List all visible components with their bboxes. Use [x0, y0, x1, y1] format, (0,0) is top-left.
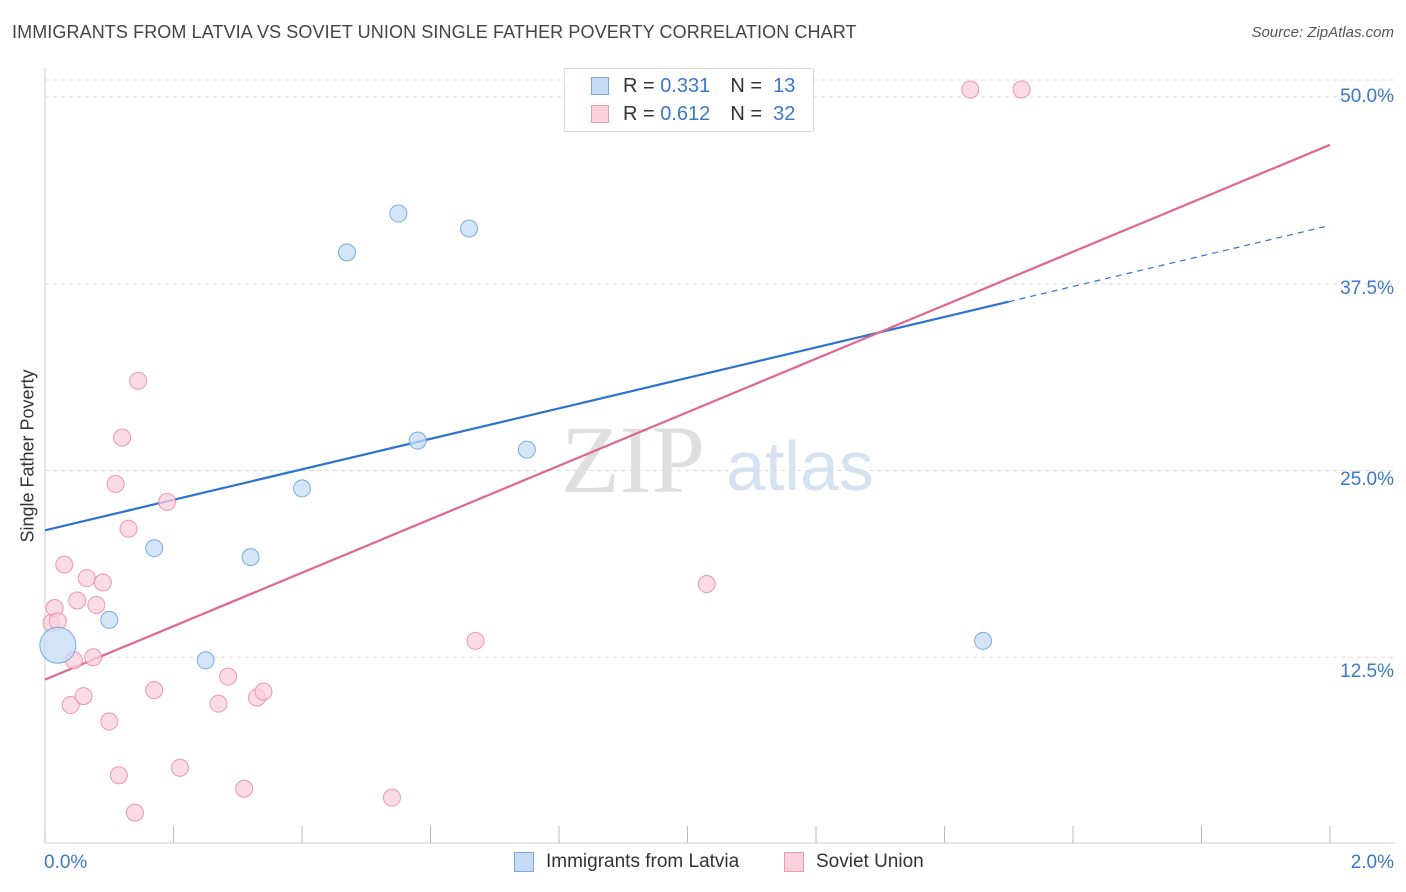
r-value: 0.612: [660, 102, 711, 125]
latvia-point-8: [408, 431, 427, 450]
latvia-point-3: [196, 651, 215, 670]
y-tick-label-12-5: 12.5%: [1340, 661, 1394, 682]
soviet-point-28: [466, 631, 485, 650]
soviet-point-22: [209, 694, 228, 713]
soviet-point-3: [55, 555, 74, 574]
soviet-point-11: [93, 573, 112, 592]
r-value: 0.331: [660, 74, 711, 97]
soviet-point-12: [100, 712, 119, 731]
soviet-point-7: [74, 687, 93, 706]
stats-row-soviet: R = 0.612 N = 32: [565, 100, 795, 128]
soviet-point-6: [68, 591, 87, 610]
x-tick-label-max: 2.0%: [1350, 852, 1394, 873]
legend-item-latvia: Immigrants from Latvia: [514, 851, 739, 873]
watermark: ZIP atlas: [561, 406, 874, 513]
y-axis-label: Single Father Poverty: [17, 369, 38, 543]
soviet-point-24: [235, 779, 254, 798]
soviet-point-20: [158, 492, 177, 511]
n-label: N =: [730, 102, 762, 125]
latvia-point-2: [145, 539, 164, 558]
latvia-point-0: [39, 626, 77, 664]
soviet-swatch: [591, 105, 609, 123]
n-value: 13: [773, 74, 796, 97]
latvia-point-9: [460, 219, 479, 238]
soviet-point-26: [254, 682, 273, 701]
trend-line-soviet: [44, 143, 1331, 681]
y-tick-label-50: 50.0%: [1340, 86, 1394, 107]
trend-line-latvia-extension: [1008, 224, 1331, 303]
r-label: R =: [623, 74, 655, 97]
latvia-legend-swatch: [514, 852, 534, 872]
stats-row-latvia: R = 0.331 N = 13: [565, 72, 795, 100]
latvia-point-7: [389, 204, 408, 223]
soviet-point-31: [1012, 80, 1031, 99]
grid-lines: [45, 79, 1395, 658]
latvia-point-11: [974, 631, 993, 650]
watermark-atlas: atlas: [726, 427, 874, 505]
latvia-swatch: [591, 77, 609, 95]
source-label: Source: ZipAtlas.com: [1251, 24, 1394, 41]
latvia-point-10: [517, 440, 536, 459]
stats-legend: R = 0.331 N = 13 R = 0.612 N = 32: [564, 68, 814, 132]
soviet-point-13: [106, 474, 125, 493]
latvia-point-6: [337, 243, 356, 262]
soviet-point-4: [61, 696, 80, 715]
n-label: N =: [730, 74, 762, 97]
soviet-point-19: [145, 681, 164, 700]
soviet-point-18: [129, 371, 148, 390]
soviet-point-30: [961, 80, 980, 99]
latvia-point-5: [293, 479, 311, 498]
data-points: [39, 80, 1031, 822]
watermark-zip: ZIP: [561, 406, 705, 513]
soviet-legend-swatch: [784, 852, 804, 872]
legend-item-soviet: Soviet Union: [784, 851, 924, 873]
soviet-point-8: [77, 569, 96, 588]
soviet-point-15: [113, 428, 132, 447]
chart-title: IMMIGRANTS FROM LATVIA VS SOVIET UNION S…: [12, 22, 857, 42]
y-tick-label-37-5: 37.5%: [1340, 278, 1394, 299]
latvia-legend-label: Immigrants from Latvia: [546, 851, 740, 872]
soviet-point-10: [87, 595, 106, 614]
soviet-point-16: [119, 519, 138, 538]
soviet-point-27: [382, 788, 401, 807]
axes: [44, 68, 1395, 844]
soviet-point-29: [697, 575, 716, 594]
y-tick-label-25: 25.0%: [1340, 469, 1394, 490]
x-tick-label-min: 0.0%: [44, 852, 88, 873]
trend-line-latvia: [44, 300, 1010, 532]
soviet-point-23: [219, 667, 238, 686]
soviet-point-17: [125, 803, 144, 822]
soviet-point-9: [84, 648, 103, 667]
latvia-point-1: [100, 610, 119, 629]
soviet-legend-label: Soviet Union: [816, 851, 924, 872]
soviet-point-21: [170, 758, 189, 777]
latvia-point-4: [241, 548, 260, 567]
n-value: 32: [773, 102, 796, 125]
soviet-point-14: [109, 766, 128, 785]
trend-lines: [44, 143, 1331, 681]
r-label: R =: [623, 102, 655, 125]
